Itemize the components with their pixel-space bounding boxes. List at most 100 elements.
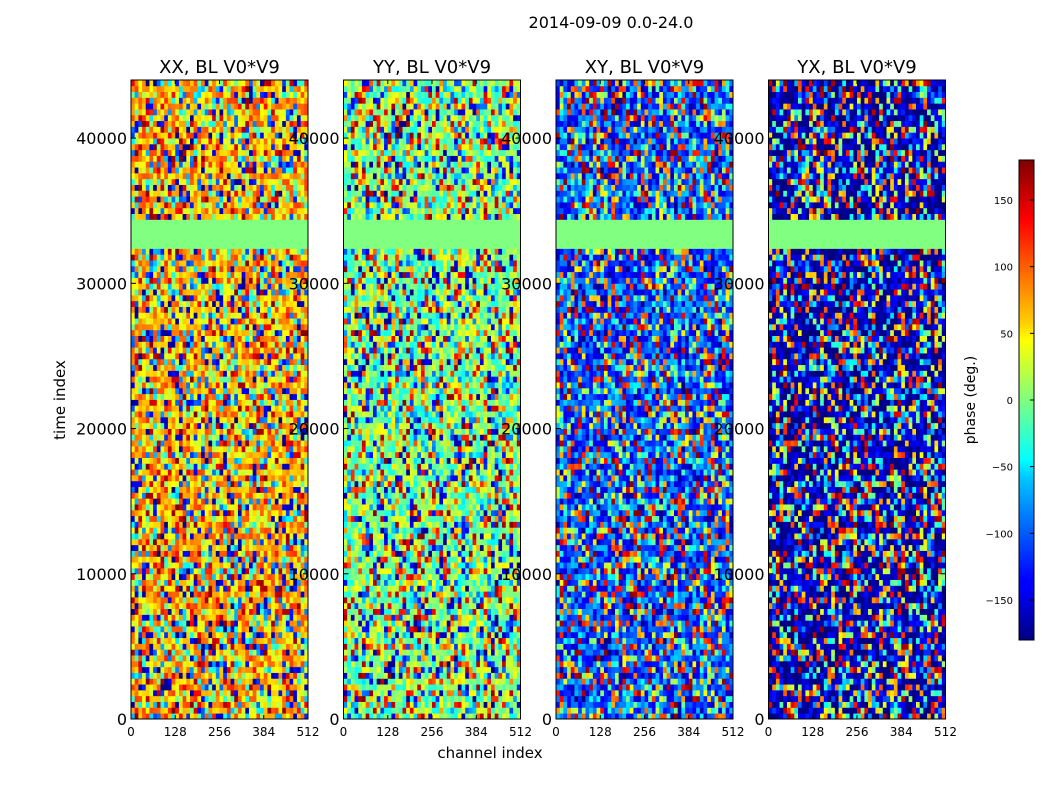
heatmap-cell: [237, 538, 243, 546]
heatmap-cell: [282, 457, 287, 464]
heatmap-cell: [256, 132, 261, 139]
heatmap-cell: [285, 341, 290, 348]
heatmap-cell: [260, 387, 265, 395]
heatmap-cell: [142, 323, 147, 331]
heatmap-cell: [171, 614, 176, 621]
heatmap-cell: [249, 457, 254, 464]
heatmap-cell: [186, 294, 191, 302]
heatmap-cell: [263, 562, 268, 569]
heatmap-cell: [223, 567, 228, 575]
heatmap-cell: [296, 620, 302, 627]
heatmap-cell: [241, 457, 246, 464]
heatmap-cell: [204, 591, 209, 598]
heatmap-cell: [267, 167, 272, 174]
heatmap-cell: [138, 167, 143, 174]
heatmap-cell: [252, 126, 257, 133]
heatmap-cell: [197, 149, 202, 156]
heatmap-cell: [160, 492, 165, 499]
heatmap-cell: [215, 492, 220, 499]
heatmap-cell: [164, 294, 169, 302]
heatmap-cell: [260, 207, 265, 215]
heatmap-cell: [145, 573, 150, 580]
heatmap-cell: [241, 318, 246, 325]
heatmap-cell: [145, 143, 150, 151]
heatmap-cell: [252, 138, 257, 145]
heatmap-cell: [160, 399, 165, 406]
heatmap-cell: [164, 172, 169, 180]
heatmap-cell: [197, 695, 202, 702]
heatmap-cell: [149, 463, 154, 470]
heatmap-cell: [230, 283, 235, 290]
heatmap-cell: [252, 231, 257, 238]
heatmap-cell: [212, 178, 217, 185]
heatmap-cell: [156, 393, 161, 400]
heatmap-cell: [171, 492, 176, 499]
heatmap-cell: [304, 527, 309, 534]
heatmap-cell: [245, 713, 250, 720]
heatmap-cell: [271, 358, 276, 366]
heatmap-cell: [197, 329, 202, 336]
heatmap-cell: [263, 457, 268, 464]
heatmap-cell: [160, 289, 165, 296]
heatmap-cell: [204, 626, 209, 633]
heatmap-cell: [289, 660, 294, 668]
heatmap-cell: [186, 335, 191, 342]
heatmap-cell: [223, 463, 228, 470]
heatmap-cell: [245, 184, 250, 191]
heatmap-cell: [160, 283, 165, 290]
heatmap-cell: [293, 416, 298, 424]
heatmap-cell: [131, 231, 136, 238]
heatmap-cell: [167, 637, 172, 644]
heatmap-cell: [230, 248, 235, 255]
heatmap-cell: [164, 713, 169, 720]
heatmap-cell: [241, 172, 246, 180]
heatmap-cell: [245, 614, 250, 621]
heatmap-cell: [149, 190, 154, 197]
heatmap-cell: [245, 143, 250, 151]
heatmap-cell: [241, 597, 246, 604]
heatmap-cell: [252, 480, 257, 488]
heatmap-cell: [263, 573, 268, 580]
heatmap-cell: [131, 172, 136, 180]
heatmap-cell: [197, 713, 202, 720]
heatmap-cell: [226, 143, 231, 151]
heatmap-cell: [230, 213, 235, 220]
heatmap-cell: [230, 387, 235, 395]
heatmap-cell: [241, 585, 246, 592]
heatmap-cell: [293, 283, 298, 290]
heatmap-cell: [160, 213, 165, 220]
heatmap-cell: [134, 608, 139, 615]
heatmap-cell: [241, 533, 246, 540]
heatmap-cell: [160, 649, 165, 656]
heatmap-cell: [285, 271, 290, 278]
heatmap-cell: [234, 341, 239, 348]
heatmap-cell: [289, 190, 294, 197]
heatmap-cell: [219, 556, 224, 563]
heatmap-cell: [293, 132, 298, 139]
heatmap-cell: [296, 405, 302, 412]
heatmap-cell: [153, 620, 158, 627]
heatmap-cell: [138, 323, 143, 331]
heatmap-cell: [145, 289, 150, 296]
heatmap-cell: [219, 138, 224, 145]
heatmap-cell: [175, 550, 180, 557]
heatmap-cell: [149, 689, 154, 697]
heatmap-cell: [193, 323, 198, 331]
heatmap-cell: [160, 521, 165, 528]
heatmap-cell: [252, 294, 257, 302]
heatmap-cell: [282, 312, 287, 319]
heatmap-cell: [131, 120, 136, 127]
heatmap-cell: [164, 626, 169, 633]
heatmap-cell: [197, 289, 202, 296]
heatmap-cell: [282, 614, 287, 621]
heatmap-cell: [134, 689, 139, 697]
heatmap-cell: [134, 626, 139, 633]
heatmap-cell: [230, 242, 235, 249]
heatmap-cell: [293, 597, 298, 604]
heatmap-cell: [296, 196, 302, 203]
heatmap-cell: [182, 643, 187, 650]
heatmap-cell: [142, 660, 147, 668]
heatmap-cell: [289, 143, 294, 151]
heatmap-cell: [278, 341, 283, 348]
heatmap-cell: [145, 347, 150, 354]
